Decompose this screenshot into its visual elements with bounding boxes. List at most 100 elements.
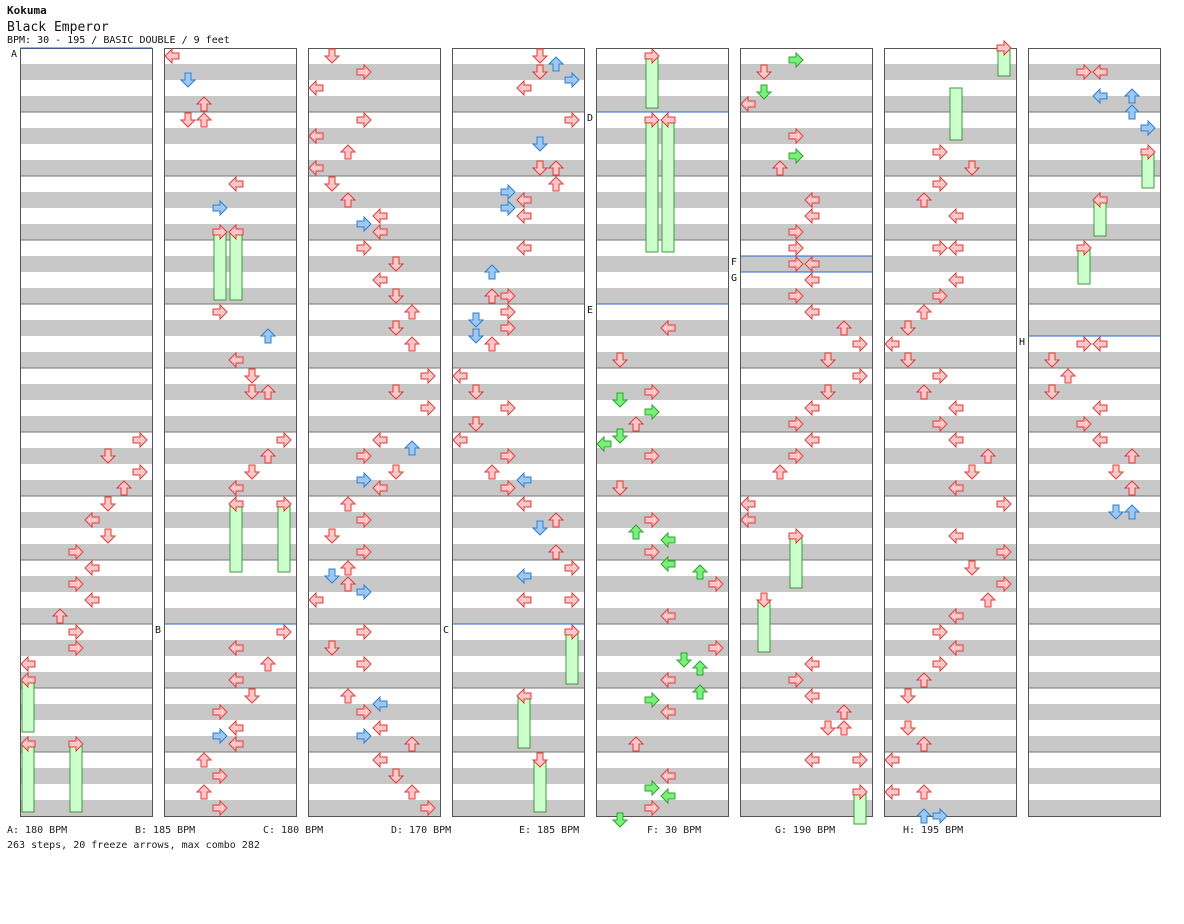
beat-stripe [308, 320, 440, 336]
step-arrow-red [804, 656, 820, 672]
beat-stripe [452, 512, 584, 528]
beat-stripe [596, 512, 728, 528]
beat-stripe [740, 640, 872, 656]
step-arrow-red [484, 336, 500, 352]
beat-stripe [308, 544, 440, 560]
beat-stripe [308, 736, 440, 752]
step-arrow-red [804, 304, 820, 320]
beat-stripe [308, 800, 440, 816]
beat-stripe [884, 544, 1016, 560]
step-arrow-red [916, 784, 932, 800]
beat-stripe [308, 448, 440, 464]
step-arrow-red [564, 592, 580, 608]
freeze-arrow [21, 679, 35, 733]
step-arrow-red [964, 464, 980, 480]
freeze-arrow [21, 743, 35, 813]
beat-stripe [20, 608, 152, 624]
step-arrow-red [404, 336, 420, 352]
beat-stripe [164, 384, 296, 400]
step-arrow-red [244, 688, 260, 704]
beat-stripe [20, 256, 152, 272]
beat-stripe [596, 416, 728, 432]
beat-stripe [308, 96, 440, 112]
beat-stripe [308, 160, 440, 176]
step-arrow-red [804, 432, 820, 448]
freeze-arrow [565, 631, 579, 685]
beat-stripe [308, 704, 440, 720]
chart-column [1028, 48, 1161, 817]
step-arrow-red [964, 560, 980, 576]
beat-stripe [740, 704, 872, 720]
beat-stripe [308, 416, 440, 432]
beat-stripe [884, 512, 1016, 528]
step-arrow-red [20, 656, 36, 672]
beat-stripe [884, 288, 1016, 304]
beat-stripe [308, 608, 440, 624]
beat-stripe [452, 576, 584, 592]
beat-stripe [452, 640, 584, 656]
beat-stripe [1028, 736, 1160, 752]
step-arrow-red [932, 176, 948, 192]
beat-stripe [308, 128, 440, 144]
step-arrow-red [132, 432, 148, 448]
step-arrow-red [884, 336, 900, 352]
step-arrow-red [340, 496, 356, 512]
beat-stripe [1028, 320, 1160, 336]
beat-stripe [452, 448, 584, 464]
beat-stripe [1028, 480, 1160, 496]
beat-stripe [20, 128, 152, 144]
step-arrow-red [260, 656, 276, 672]
beat-stripe [20, 768, 152, 784]
step-arrow-red [372, 720, 388, 736]
beat-stripe [1028, 672, 1160, 688]
bpm-legend-g: G: 190 BPM [775, 825, 836, 836]
beat-stripe [452, 64, 584, 80]
beat-stripe [596, 480, 728, 496]
step-arrow-red [1092, 336, 1108, 352]
bpm-legend-c: C: 180 BPM [263, 825, 324, 836]
bpm-info: BPM: 30 - 195 / BASIC DOUBLE / 9 feet [7, 35, 230, 46]
beat-stripe [452, 384, 584, 400]
beat-stripe [596, 800, 728, 816]
beat-stripe [884, 320, 1016, 336]
bpm-legend: A: 180 BPM B: 185 BPM C: 180 BPM D: 170 … [0, 825, 1184, 839]
beat-stripe [20, 288, 152, 304]
beat-stripe [308, 256, 440, 272]
step-arrow-red [132, 464, 148, 480]
step-arrow-red [84, 592, 100, 608]
beat-stripe [740, 320, 872, 336]
beat-stripe [452, 320, 584, 336]
beat-stripe [20, 160, 152, 176]
beat-stripe [20, 640, 152, 656]
bpm-segment-label: F [731, 257, 737, 268]
freeze-arrow [229, 231, 243, 301]
beat-stripe [164, 800, 296, 816]
step-arrow-red [900, 720, 916, 736]
beat-stripe [740, 800, 872, 816]
freeze-arrow [645, 55, 659, 109]
song-title: Black Emperor [7, 20, 109, 35]
step-arrow-red [948, 240, 964, 256]
step-arrow-red [948, 272, 964, 288]
beat-stripe [20, 96, 152, 112]
step-arrow-red [100, 528, 116, 544]
beat-stripe [1028, 768, 1160, 784]
bpm-segment-label: H [1019, 337, 1025, 348]
step-arrow-red [452, 432, 468, 448]
beat-stripe [1028, 384, 1160, 400]
beat-stripe [308, 384, 440, 400]
beat-stripe [1028, 288, 1160, 304]
beat-stripe [308, 576, 440, 592]
step-arrow-red [500, 400, 516, 416]
beat-stripe [740, 224, 872, 240]
freeze-arrow [949, 87, 963, 141]
step-arrow-red [948, 528, 964, 544]
step-arrow-red [228, 720, 244, 736]
beat-stripe [1028, 160, 1160, 176]
bpm-segment-label: A [11, 49, 17, 60]
beat-stripe [596, 736, 728, 752]
beat-stripe [452, 800, 584, 816]
beat-stripe [740, 352, 872, 368]
beat-stripe [1028, 416, 1160, 432]
step-arrow-red [244, 368, 260, 384]
